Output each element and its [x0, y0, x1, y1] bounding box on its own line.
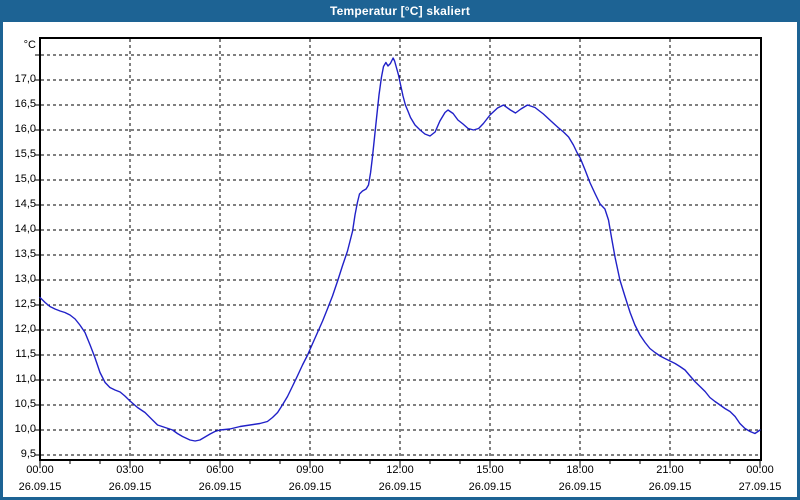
window-title: Temperatur [°C] skaliert: [329, 4, 471, 18]
chart-canvas: [3, 22, 797, 497]
window-titlebar[interactable]: Temperatur [°C] skaliert: [0, 0, 800, 22]
